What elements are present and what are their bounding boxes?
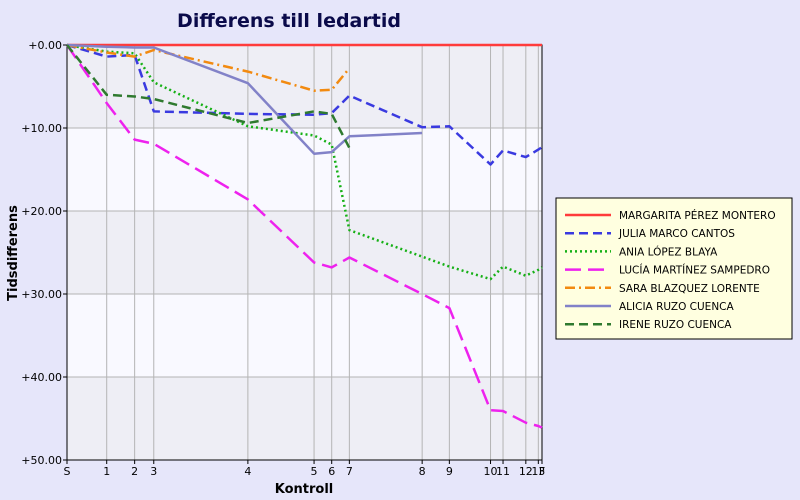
y-axis-title: Tidsdifferens: [6, 205, 21, 301]
x-tick-label: 3: [150, 465, 157, 478]
series-line: [66, 43, 543, 281]
plot-band: [67, 377, 542, 460]
legend-label: ALICIA RUZO CUENCA: [619, 301, 735, 313]
plot-bands: [67, 45, 542, 460]
x-tick-label: F: [539, 465, 545, 478]
series-line: [66, 43, 423, 155]
x-tick-label: 12: [519, 465, 533, 478]
x-tick-label: 9: [446, 465, 453, 478]
legend: MARGARITA PÉREZ MONTERO JULIA MARCO CANTO…: [555, 197, 793, 340]
y-tick-label: +0.00: [28, 39, 62, 52]
x-tick-label: S: [64, 465, 71, 478]
series-line: [65, 44, 543, 429]
x-axis-title: Kontroll: [275, 482, 334, 497]
x-tick-label: 11: [496, 465, 510, 478]
legend-label: SARA BLAZQUEZ LORENTE: [619, 283, 760, 295]
x-tick-label: 10: [484, 465, 498, 478]
legend-label: JULIA MARCO CANTOS: [618, 228, 735, 240]
grid-lines: [67, 45, 542, 460]
series-line: [66, 43, 351, 92]
y-tick-label: +30.00: [21, 288, 62, 301]
plot-band: [67, 45, 542, 128]
plot-band: [67, 294, 542, 377]
legend-label: ANIA LÓPEZ BLAYA: [619, 245, 718, 258]
x-tick-label: 8: [419, 465, 426, 478]
chart-title: Differens till ledartid: [177, 10, 401, 32]
y-axis: +0.00 +10.00 +20.00 +30.00 +40.00 +50.00: [21, 39, 67, 467]
legend-box: [555, 197, 793, 340]
series-line: [66, 44, 351, 149]
x-tick-label: 7: [346, 465, 353, 478]
y-tick-label: +50.00: [21, 454, 62, 467]
x-tick-label: 13: [531, 465, 545, 478]
y-tick-label: +40.00: [21, 371, 62, 384]
x-tick-label: 2: [131, 465, 138, 478]
series-lines: [65, 43, 543, 429]
x-tick-label: 6: [328, 465, 335, 478]
x-tick-label: 4: [244, 465, 251, 478]
x-tick-label: 5: [311, 465, 318, 478]
y-tick-label: +10.00: [21, 122, 62, 135]
legend-label: IRENE RUZO CUENCA: [619, 319, 732, 331]
x-tick-label: 1: [103, 465, 110, 478]
y-tick-label: +20.00: [21, 205, 62, 218]
series-line: [66, 43, 543, 166]
legend-label: LUCÍA MARTÍNEZ SAMPEDRO: [619, 264, 770, 277]
legend-label: MARGARITA PÉREZ MONTERO: [619, 209, 776, 222]
